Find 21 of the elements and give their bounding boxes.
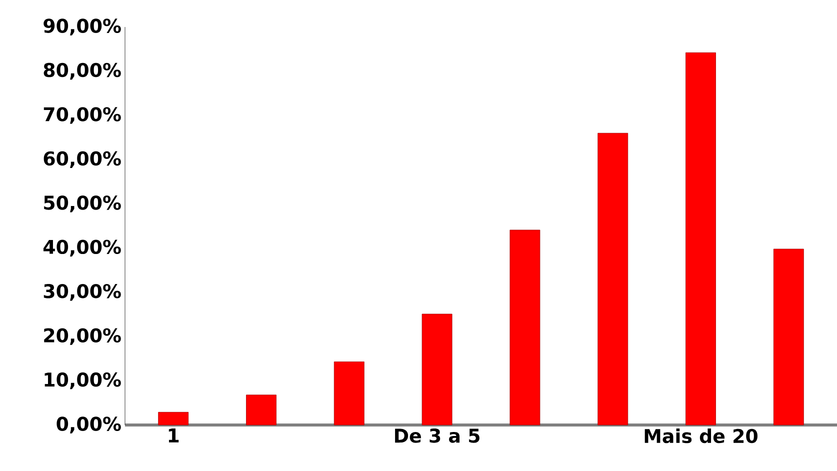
bar (686, 52, 716, 426)
y-tick-label: 60,00% (44, 151, 121, 168)
y-tick-label: 40,00% (43, 240, 121, 256)
bar (158, 412, 189, 426)
y-tick-label: 0,00% (56, 416, 121, 434)
bar (246, 394, 276, 426)
x-tick-label: 1 (168, 428, 179, 442)
y-tick-label: 70,00% (44, 107, 121, 124)
bar (598, 132, 628, 426)
y-tick-label: 80,00% (44, 62, 121, 80)
x-tick-label: Mais de 20 (644, 428, 758, 444)
x-tick-label: De 3 a 5 (395, 428, 480, 443)
bar (334, 362, 364, 426)
bar (510, 230, 540, 426)
y-tick-label: 90,00% (44, 18, 121, 36)
y-tick-label: 50,00% (44, 196, 121, 212)
y-tick-label: 30,00% (44, 284, 121, 301)
bar (422, 314, 452, 426)
y-tick-label: 20,00% (44, 328, 121, 345)
bar (773, 248, 804, 426)
y-tick-label: 10,00% (44, 372, 121, 390)
